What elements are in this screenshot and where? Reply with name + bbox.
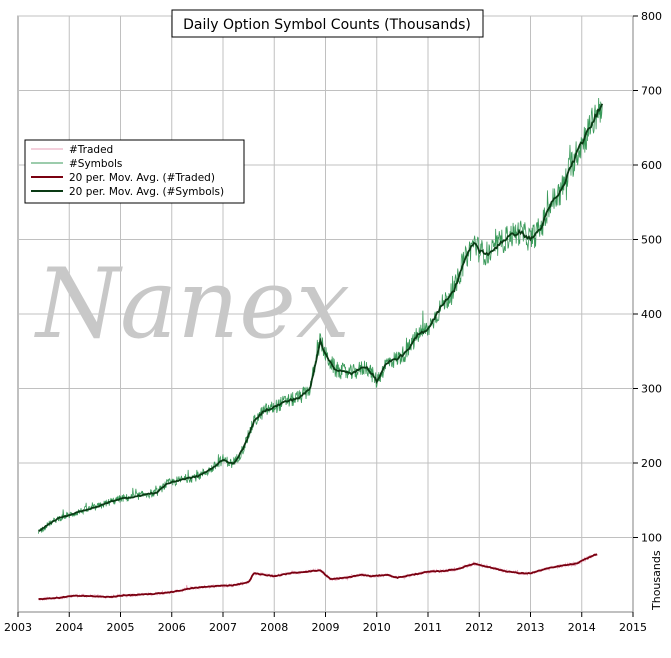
y-tick-label: 200 [641,457,662,470]
y-tick-label: 700 [641,85,662,98]
x-tick-label: 2012 [465,621,493,634]
x-tick-label: 2009 [312,621,340,634]
y-axis-label: Thousands [650,550,663,611]
legend-entry-1: #Symbols [69,158,122,170]
y-tick-label: 600 [641,159,662,172]
y-tick-label: 300 [641,383,662,396]
x-tick-label: 2006 [158,621,186,634]
series-line-3 [38,103,604,532]
legend-entry-0: #Traded [69,144,113,156]
series-line-1 [38,97,603,534]
x-tick-label: 2014 [568,621,596,634]
y-tick-label: 400 [641,308,662,321]
x-tick-label: 2008 [260,621,288,634]
series-layer [38,97,604,602]
x-tick-label: 2015 [619,621,647,634]
legend-entry-2: 20 per. Mov. Avg. (#Traded) [69,172,215,184]
y-axis: 100 200 300 400 500 600 700 800 [633,10,662,545]
legend-entry-3: 20 per. Mov. Avg. (#Symbols) [69,186,224,198]
y-tick-label: 800 [641,10,662,23]
x-tick-label: 2007 [209,621,237,634]
x-tick-label: 2013 [517,621,545,634]
chart-title-box: Daily Option Symbol Counts (Thousands) [171,9,484,38]
x-tick-label: 2011 [414,621,442,634]
x-tick-label: 2010 [363,621,391,634]
x-tick-label: 2003 [4,621,32,634]
x-tick-label: 2004 [55,621,83,634]
x-tick-label: 2005 [107,621,135,634]
series-line-2 [38,553,598,601]
x-axis: 2003 2004 2005 2006 2007 2008 2009 2010 2011 2012… [4,612,647,634]
legend: #Traded #Symbols 20 per. Mov. Avg. (#Trade… [24,139,245,204]
y-tick-label: 500 [641,234,662,247]
y-tick-label: 100 [641,532,662,545]
watermark: Nanex [34,248,350,360]
chart-title: Daily Option Symbol Counts (Thousands) [183,17,471,33]
